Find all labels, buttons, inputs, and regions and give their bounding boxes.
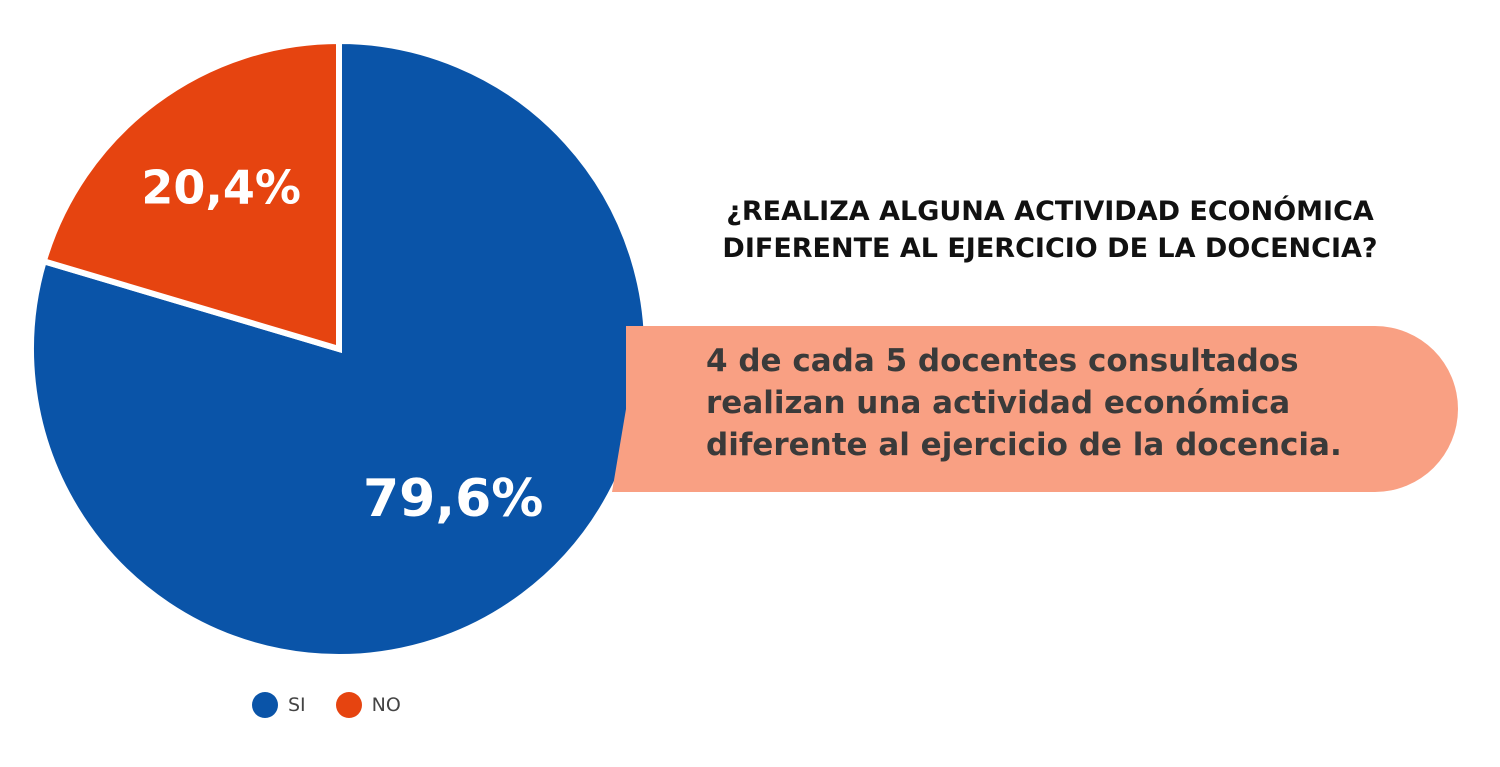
chart-legend: SI NO <box>252 690 431 720</box>
pie-labels: 79,6% 20,4% <box>141 160 543 529</box>
legend-item-si: SI <box>252 692 306 718</box>
legend-label-no: NO <box>371 694 401 716</box>
callout-line-2: realizan una actividad económica <box>706 385 1291 421</box>
legend-swatch-si <box>252 692 278 718</box>
pie-label-si: 79,6% <box>363 469 543 529</box>
callout-text: 4 de cada 5 docentes consultados realiza… <box>706 340 1426 466</box>
question-title: ¿REALIZA ALGUNA ACTIVIDAD ECONÓMICA DIFE… <box>660 193 1440 267</box>
legend-label-si: SI <box>288 694 306 716</box>
pie-slices <box>28 37 650 660</box>
callout-line-1: 4 de cada 5 docentes consultados <box>706 343 1299 379</box>
legend-item-no: NO <box>335 692 401 718</box>
question-line-2: DIFERENTE AL EJERCICIO DE LA DOCENCIA? <box>722 233 1378 264</box>
callout-banner <box>612 326 1458 492</box>
pie-label-no: 20,4% <box>141 160 301 214</box>
pie-slice-si <box>28 37 650 660</box>
callout-line-3: diferente al ejercicio de la docencia. <box>706 427 1342 463</box>
question-line-1: ¿REALIZA ALGUNA ACTIVIDAD ECONÓMICA <box>726 196 1374 227</box>
pie-slice-no <box>40 37 342 354</box>
legend-swatch-no <box>335 692 362 718</box>
pie-chart: 79,6% 20,4% <box>28 37 650 660</box>
